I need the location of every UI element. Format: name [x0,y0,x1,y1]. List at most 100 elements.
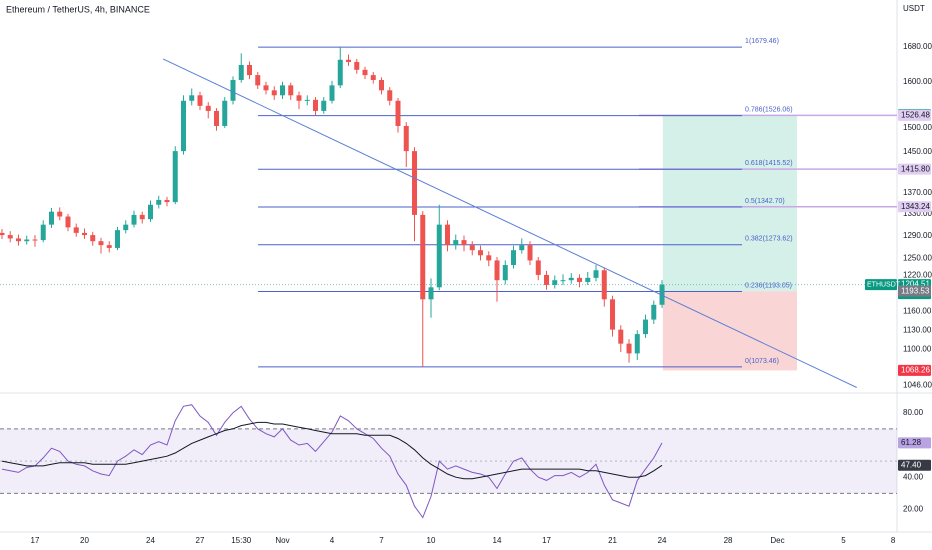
candle-body [57,211,63,217]
candle-body [147,204,153,220]
price-badge-label: 1526.48 [901,110,930,119]
candle-body [428,287,434,300]
fib-label: 1(1679.46) [745,38,779,45]
candle-body [577,277,583,282]
fib-label: 0.786(1526.06) [745,106,792,113]
symbol-tag [865,279,897,291]
candle-body [48,211,54,225]
candle-body [230,79,236,101]
candle-body [601,270,607,300]
candle-body [98,241,104,246]
x-tick-label: 15:30 [231,536,252,545]
x-tick-label: 24 [146,536,155,545]
candle-body [511,250,517,266]
candle-body [255,75,261,86]
y-tick-label: 1290.00 [903,231,932,240]
candle-body [139,214,145,220]
x-tick-label: Nov [275,536,289,545]
candle-body [197,95,203,106]
rsi-line [1,404,663,519]
candle-body [114,230,120,248]
candle-body [486,255,492,261]
fib-label: 0.236(1193.05) [745,282,792,289]
candle-body [494,260,500,281]
chart-title: Ethereum / TetherUS, 4h, BINANCE [6,4,150,14]
rsi-tick-label: 40.00 [903,472,924,481]
y-tick-label: 1100.00 [903,345,932,354]
candle-body [164,199,170,203]
price-badge [898,285,931,297]
candle-body [519,245,525,251]
rsi-tick-label: 20.00 [903,505,924,514]
candle-body [271,90,277,96]
candle-body [659,284,665,305]
candle-body [593,270,599,278]
fib-label: 0(1073.46) [745,358,779,365]
y-tick-label: 1370.00 [903,188,932,197]
rsi-badge [898,437,931,449]
price-badge [898,109,931,121]
candle-body [0,232,5,236]
candle-body [420,214,426,300]
candle-body [502,265,508,281]
candle-body [205,105,211,111]
currency: USDT [903,4,925,13]
candle-body [263,85,269,91]
trendline [162,58,857,388]
candle-body [172,151,178,203]
candle-body [469,245,475,251]
y-tick-label: 1600.00 [903,77,932,86]
price-badge [898,364,931,376]
candle-body [65,216,71,228]
candle-body [610,299,616,330]
y-tick-label: 1220.00 [903,271,932,280]
candle-body [379,79,385,91]
y-tick-label: 1046.00 [903,381,932,390]
loss-zone [662,291,798,371]
y-tick-label: 1680.00 [903,42,932,51]
candle-body [40,224,46,241]
x-tick-label: 14 [493,536,502,545]
candle-body [403,125,409,152]
x-tick-label: 21 [608,536,617,545]
price-badge-label: 1343.24 [901,202,930,211]
candle-body [461,240,467,246]
candle-body [81,232,87,236]
candle-body [106,245,112,248]
price-badge-label: 1415.80 [901,164,930,173]
candle-body [279,85,285,96]
y-tick-label: 1160.00 [903,307,932,316]
candle-body [180,100,186,152]
candle-body [346,59,352,62]
candle-body [222,100,228,126]
price-badge [898,201,931,213]
candle-body [304,99,310,101]
candle-body [634,334,640,354]
candle-body [329,85,335,101]
candle-body [337,59,343,86]
rsi-badge-label: 47.40 [901,460,922,469]
fib-label: 0.382(1273.62) [745,236,792,243]
candle-body [24,239,30,242]
candle-body [626,343,632,354]
candle-body [387,90,393,101]
candle-body [123,224,129,231]
x-tick-label: 4 [330,536,335,545]
x-tick-label: 28 [724,536,733,545]
y-tick-label: 1450.00 [903,147,932,156]
price-badge-label: 1204.51 [901,280,930,289]
candle-body [238,64,244,80]
candle-body [354,61,360,70]
x-tick-label: 17 [542,536,551,545]
candle-body [73,227,79,233]
x-tick-label: 27 [196,536,205,545]
x-tick-label: 20 [80,536,89,545]
candle-body [131,214,137,225]
price-badge-label: 1193.53 [901,286,930,295]
candle-body [32,239,38,241]
candle-body [552,280,558,285]
candle-body [618,329,624,344]
x-tick-label: 5 [841,536,846,545]
candle-body [213,110,219,126]
